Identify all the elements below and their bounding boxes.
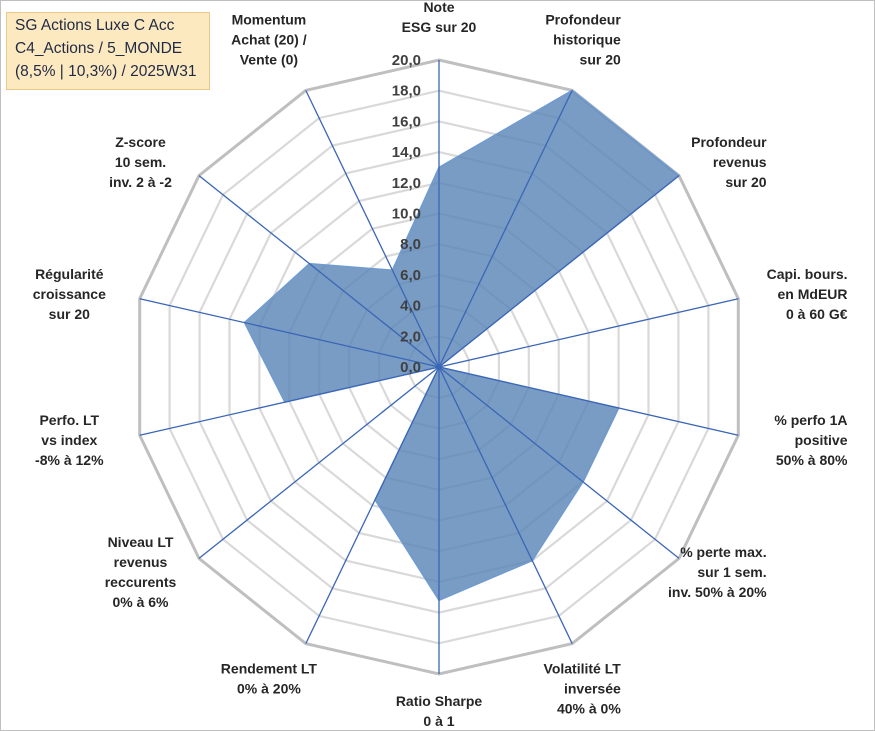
axis-label: croissance bbox=[33, 286, 106, 302]
axis-label: Capi. bours. bbox=[767, 266, 848, 282]
chart-title-box: SG Actions Luxe C Acc C4_Actions / 5_MON… bbox=[6, 12, 210, 90]
axis-spoke bbox=[198, 175, 440, 368]
axis-label: -8% à 12% bbox=[35, 452, 104, 468]
axis-spoke bbox=[438, 298, 739, 368]
axis-label: % perte max. bbox=[680, 544, 766, 560]
axis-label: Achat (20) / bbox=[231, 32, 307, 48]
axis-label: 0 à 60 G€ bbox=[786, 306, 848, 322]
axis-spoke bbox=[198, 366, 440, 559]
axis-label: 0% à 20% bbox=[237, 680, 301, 696]
axis-label: Profondeur bbox=[691, 134, 767, 150]
radial-tick-label: 12,0 bbox=[392, 175, 421, 192]
axis-label: sur 20 bbox=[580, 52, 621, 68]
axis-label: positive bbox=[795, 432, 848, 448]
data-series-area bbox=[243, 89, 681, 602]
chart-title-line-1: SG Actions Luxe C Acc bbox=[15, 17, 175, 34]
radial-tick-label: 14,0 bbox=[392, 144, 421, 161]
axis-label: Z-score bbox=[115, 134, 166, 150]
axis-label: revenus bbox=[713, 154, 767, 170]
axis-spoke bbox=[438, 366, 739, 436]
axis-spoke bbox=[438, 175, 680, 368]
axis-spoke bbox=[139, 298, 440, 368]
axis-label: historique bbox=[553, 32, 621, 48]
axis-label: 10 sem. bbox=[115, 154, 166, 170]
axis-label: % perfo 1A bbox=[774, 412, 847, 428]
chart-title-line-3: (8,5% | 10,3%) / 2025W31 bbox=[15, 63, 197, 80]
axis-spoke bbox=[305, 90, 440, 368]
axis-label: Régularité bbox=[35, 266, 104, 282]
radial-tick-label: 20,0 bbox=[392, 52, 421, 69]
axis-label: 0% à 6% bbox=[112, 594, 169, 610]
axis-label: Ratio Sharpe bbox=[396, 693, 483, 709]
radial-tick-label: 18,0 bbox=[392, 83, 421, 100]
axis-label: sur 20 bbox=[725, 174, 766, 190]
axis-label: reccurents bbox=[105, 574, 177, 590]
axis-label: sur 1 sem. bbox=[697, 564, 766, 580]
axis-label: inversée bbox=[564, 680, 621, 696]
axis-label: 0 à 1 bbox=[423, 713, 454, 729]
axis-label: inv. 50% à 20% bbox=[668, 584, 767, 600]
axis-label: Perfo. LT bbox=[39, 412, 99, 428]
radial-tick-label: 16,0 bbox=[392, 113, 421, 130]
axis-label: 40% à 0% bbox=[557, 700, 621, 716]
axis-label: inv. 2 à -2 bbox=[109, 174, 172, 190]
axis-label: ESG sur 20 bbox=[402, 19, 477, 35]
axis-label: en MdEUR bbox=[778, 286, 848, 302]
axis-spoke bbox=[438, 366, 680, 559]
radial-tick-label: 10,0 bbox=[392, 206, 421, 223]
axis-label: Profondeur bbox=[545, 12, 621, 28]
axis-spoke bbox=[139, 366, 440, 436]
axis-label: Volatilité LT bbox=[544, 660, 622, 676]
radial-tick-label: 8,0 bbox=[400, 236, 421, 253]
axis-spoke bbox=[438, 90, 573, 368]
axis-label: 50% à 80% bbox=[776, 452, 848, 468]
axis-label: Vente (0) bbox=[240, 52, 298, 68]
chart-title-line-2: C4_Actions / 5_MONDE bbox=[15, 40, 183, 57]
axis-label: sur 20 bbox=[49, 306, 90, 322]
axis-label: Rendement LT bbox=[221, 660, 318, 676]
axis-label: revenus bbox=[114, 554, 168, 570]
axis-label: vs index bbox=[41, 432, 97, 448]
axis-spoke bbox=[438, 366, 573, 644]
radial-tick-label: 2,0 bbox=[400, 328, 421, 345]
axis-label: Note bbox=[423, 0, 454, 15]
radial-tick-label: 0,0 bbox=[400, 359, 421, 376]
axis-spoke bbox=[305, 366, 440, 644]
axis-label: Momentum bbox=[232, 12, 307, 28]
radial-tick-label: 6,0 bbox=[400, 267, 421, 284]
radial-tick-label: 4,0 bbox=[400, 298, 421, 315]
axis-label: Niveau LT bbox=[108, 534, 174, 550]
